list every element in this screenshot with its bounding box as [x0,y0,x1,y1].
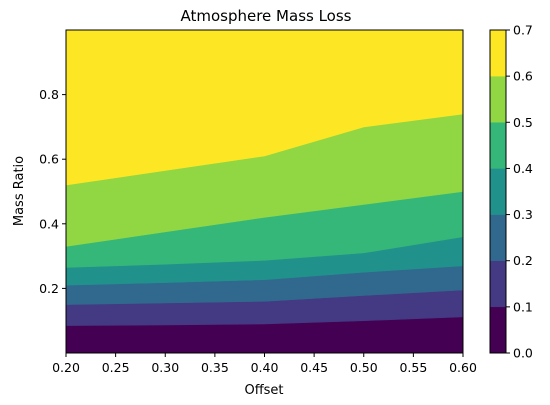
chart-title: Atmosphere Mass Loss [180,7,351,25]
colorbar-segment [489,306,507,354]
colorbar-tick-label: 0.6 [513,69,533,84]
colorbar-segment [489,75,507,123]
colorbar-tick-label: 0.7 [513,23,533,38]
colorbar-segment [489,260,507,308]
colorbar-segment [489,214,507,261]
colorbar-tick-label: 0.5 [513,115,533,130]
x-axis: 0.20 0.25 0.30 0.35 0.40 0.45 0.50 0.55 0.60 [52,353,477,375]
colorbar-frame [489,29,507,354]
colorbar-segment [489,122,507,169]
x-tick-label: 0.35 [201,360,229,375]
colorbar-tick-label: 0.4 [513,161,533,176]
colorbar: 0.0 0.1 0.2 0.3 0.4 0.5 0.6 0.7 [489,23,533,361]
x-axis-label: Offset [244,383,283,398]
x-tick-label: 0.45 [300,360,328,375]
y-axis: 0.2 0.4 0.6 0.8 [39,87,66,296]
y-axis-label: Mass Ratio [12,156,27,226]
y-tick-label: 0.8 [39,87,59,102]
colorbar-segment [489,168,507,215]
colorbar-tick-label: 0.1 [513,299,533,314]
x-tick-label: 0.25 [102,360,130,375]
y-tick-label: 0.2 [39,281,59,296]
x-tick-label: 0.30 [151,360,179,375]
y-tick-label: 0.4 [39,216,59,231]
contour-fills [65,29,464,354]
colorbar-segment [489,29,507,77]
colorbar-tick-label: 0.0 [513,346,533,361]
x-tick-label: 0.60 [449,360,477,375]
x-tick-label: 0.20 [52,360,80,375]
x-tick-label: 0.40 [251,360,279,375]
colorbar-tick-label: 0.3 [513,207,533,222]
x-tick-label: 0.50 [350,360,378,375]
colorbar-tick-label: 0.2 [513,253,533,268]
x-tick-label: 0.55 [399,360,427,375]
y-tick-label: 0.6 [39,152,59,167]
